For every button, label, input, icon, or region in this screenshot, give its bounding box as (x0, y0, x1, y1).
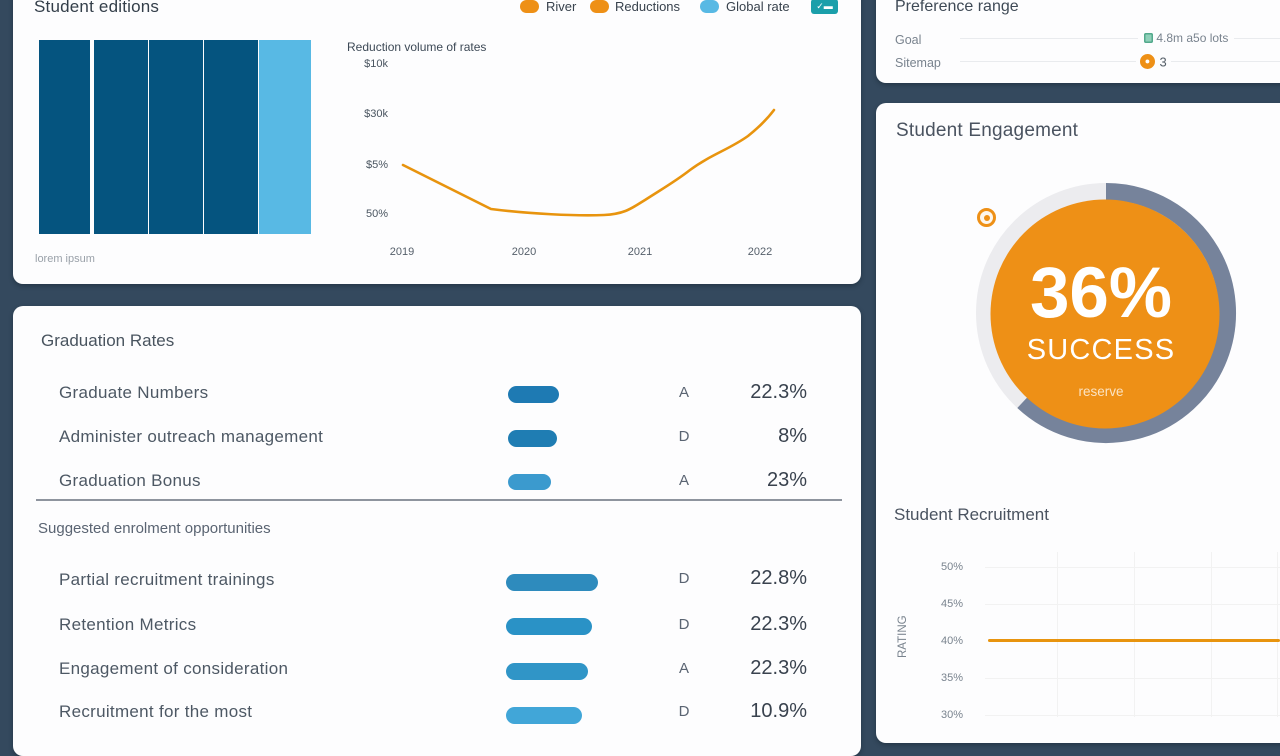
svg-text:36%: 36% (1030, 254, 1172, 333)
svg-text:reserve: reserve (1078, 384, 1123, 399)
svg-text:SUCCESS: SUCCESS (1027, 334, 1176, 366)
